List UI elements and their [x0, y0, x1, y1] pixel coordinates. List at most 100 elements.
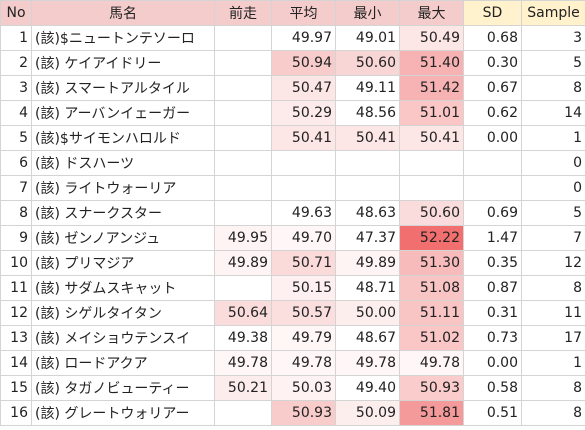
cell-sd[interactable]: 0.58 — [463, 375, 522, 401]
cell-sd[interactable]: 0.31 — [463, 300, 522, 326]
cell-sd[interactable]: 0.73 — [463, 325, 522, 351]
cell-min[interactable]: 49.01 — [335, 25, 400, 51]
cell-max[interactable]: 51.42 — [399, 75, 464, 101]
cell-name[interactable]: (該) グレートウォリアー — [31, 400, 215, 426]
cell-sd[interactable]: 0.62 — [463, 100, 522, 126]
cell-min[interactable]: 48.63 — [335, 200, 400, 226]
cell-avg[interactable]: 50.94 — [271, 50, 336, 76]
cell-prev[interactable]: 50.21 — [214, 375, 272, 401]
cell-name[interactable]: (該) タガノビューティー — [31, 375, 215, 401]
cell-name[interactable]: (該) ケイアイドリー — [31, 50, 215, 76]
cell-sample[interactable]: 1 — [521, 350, 585, 376]
cell-sd[interactable]: 1.47 — [463, 225, 522, 251]
cell-no[interactable]: 3 — [0, 75, 32, 101]
cell-no[interactable]: 5 — [0, 125, 32, 151]
cell-max[interactable] — [399, 175, 464, 201]
cell-prev[interactable] — [214, 75, 272, 101]
cell-sample[interactable]: 8 — [521, 400, 585, 426]
cell-sample[interactable]: 8 — [521, 75, 585, 101]
cell-min[interactable]: 49.40 — [335, 375, 400, 401]
cell-min[interactable]: 50.41 — [335, 125, 400, 151]
cell-avg[interactable] — [271, 150, 336, 176]
cell-prev[interactable]: 49.78 — [214, 350, 272, 376]
cell-avg[interactable]: 50.41 — [271, 125, 336, 151]
cell-no[interactable]: 7 — [0, 175, 32, 201]
cell-avg[interactable]: 49.70 — [271, 225, 336, 251]
cell-name[interactable]: (該) ドスハーツ — [31, 150, 215, 176]
cell-sample[interactable]: 11 — [521, 300, 585, 326]
cell-max[interactable]: 51.30 — [399, 250, 464, 276]
cell-sample[interactable]: 8 — [521, 275, 585, 301]
cell-sd[interactable]: 0.69 — [463, 200, 522, 226]
cell-min[interactable]: 49.11 — [335, 75, 400, 101]
cell-name[interactable]: (該) メイショウテンスイ — [31, 325, 215, 351]
cell-avg[interactable]: 49.79 — [271, 325, 336, 351]
cell-min[interactable]: 50.60 — [335, 50, 400, 76]
cell-avg[interactable]: 50.93 — [271, 400, 336, 426]
cell-min[interactable]: 48.67 — [335, 325, 400, 351]
cell-max[interactable]: 51.11 — [399, 300, 464, 326]
cell-prev[interactable] — [214, 200, 272, 226]
cell-prev[interactable] — [214, 125, 272, 151]
header-sample[interactable]: Sample — [521, 0, 585, 26]
cell-name[interactable]: (該) ライトウォーリア — [31, 175, 215, 201]
cell-name[interactable]: (該) シゲルタイタン — [31, 300, 215, 326]
cell-min[interactable]: 50.09 — [335, 400, 400, 426]
cell-prev[interactable]: 49.95 — [214, 225, 272, 251]
cell-min[interactable]: 47.37 — [335, 225, 400, 251]
cell-prev[interactable] — [214, 400, 272, 426]
cell-sample[interactable]: 17 — [521, 325, 585, 351]
cell-no[interactable]: 9 — [0, 225, 32, 251]
cell-sample[interactable]: 7 — [521, 225, 585, 251]
cell-no[interactable]: 1 — [0, 25, 32, 51]
cell-max[interactable]: 51.02 — [399, 325, 464, 351]
cell-avg[interactable]: 50.47 — [271, 75, 336, 101]
cell-no[interactable]: 16 — [0, 400, 32, 426]
cell-no[interactable]: 4 — [0, 100, 32, 126]
cell-max[interactable]: 52.22 — [399, 225, 464, 251]
cell-max[interactable]: 50.60 — [399, 200, 464, 226]
cell-name[interactable]: (該) ゼンノアンジュ — [31, 225, 215, 251]
cell-sd[interactable] — [463, 150, 522, 176]
cell-no[interactable]: 14 — [0, 350, 32, 376]
cell-max[interactable]: 50.49 — [399, 25, 464, 51]
cell-prev[interactable] — [214, 50, 272, 76]
cell-sample[interactable]: 0 — [521, 175, 585, 201]
header-sd[interactable]: SD — [463, 0, 522, 26]
cell-avg[interactable]: 50.03 — [271, 375, 336, 401]
cell-sample[interactable]: 5 — [521, 200, 585, 226]
cell-sample[interactable]: 5 — [521, 50, 585, 76]
cell-min[interactable]: 50.00 — [335, 300, 400, 326]
cell-no[interactable]: 11 — [0, 275, 32, 301]
cell-max[interactable]: 50.41 — [399, 125, 464, 151]
cell-sd[interactable]: 0.00 — [463, 125, 522, 151]
cell-no[interactable]: 10 — [0, 250, 32, 276]
cell-sample[interactable]: 8 — [521, 375, 585, 401]
cell-name[interactable]: (該) サダムスキャット — [31, 275, 215, 301]
cell-name[interactable]: (該) スマートアルタイル — [31, 75, 215, 101]
cell-name[interactable]: (該)$ニュートンテソーロ — [31, 25, 215, 51]
cell-sample[interactable]: 3 — [521, 25, 585, 51]
cell-sd[interactable]: 0.51 — [463, 400, 522, 426]
cell-name[interactable]: (該) アーバンイェーガー — [31, 100, 215, 126]
cell-max[interactable]: 51.81 — [399, 400, 464, 426]
cell-avg[interactable]: 50.57 — [271, 300, 336, 326]
cell-avg[interactable]: 50.29 — [271, 100, 336, 126]
header-max[interactable]: 最大 — [399, 0, 464, 26]
cell-prev[interactable] — [214, 100, 272, 126]
cell-min[interactable]: 48.71 — [335, 275, 400, 301]
cell-avg[interactable]: 49.63 — [271, 200, 336, 226]
cell-no[interactable]: 12 — [0, 300, 32, 326]
cell-sd[interactable] — [463, 175, 522, 201]
cell-no[interactable]: 6 — [0, 150, 32, 176]
cell-sample[interactable]: 1 — [521, 125, 585, 151]
header-avg[interactable]: 平均 — [271, 0, 336, 26]
cell-avg[interactable] — [271, 175, 336, 201]
cell-avg[interactable]: 50.15 — [271, 275, 336, 301]
header-min[interactable]: 最小 — [335, 0, 400, 26]
cell-prev[interactable] — [214, 150, 272, 176]
cell-prev[interactable]: 50.64 — [214, 300, 272, 326]
cell-min[interactable] — [335, 175, 400, 201]
cell-no[interactable]: 15 — [0, 375, 32, 401]
header-prev[interactable]: 前走 — [214, 0, 272, 26]
